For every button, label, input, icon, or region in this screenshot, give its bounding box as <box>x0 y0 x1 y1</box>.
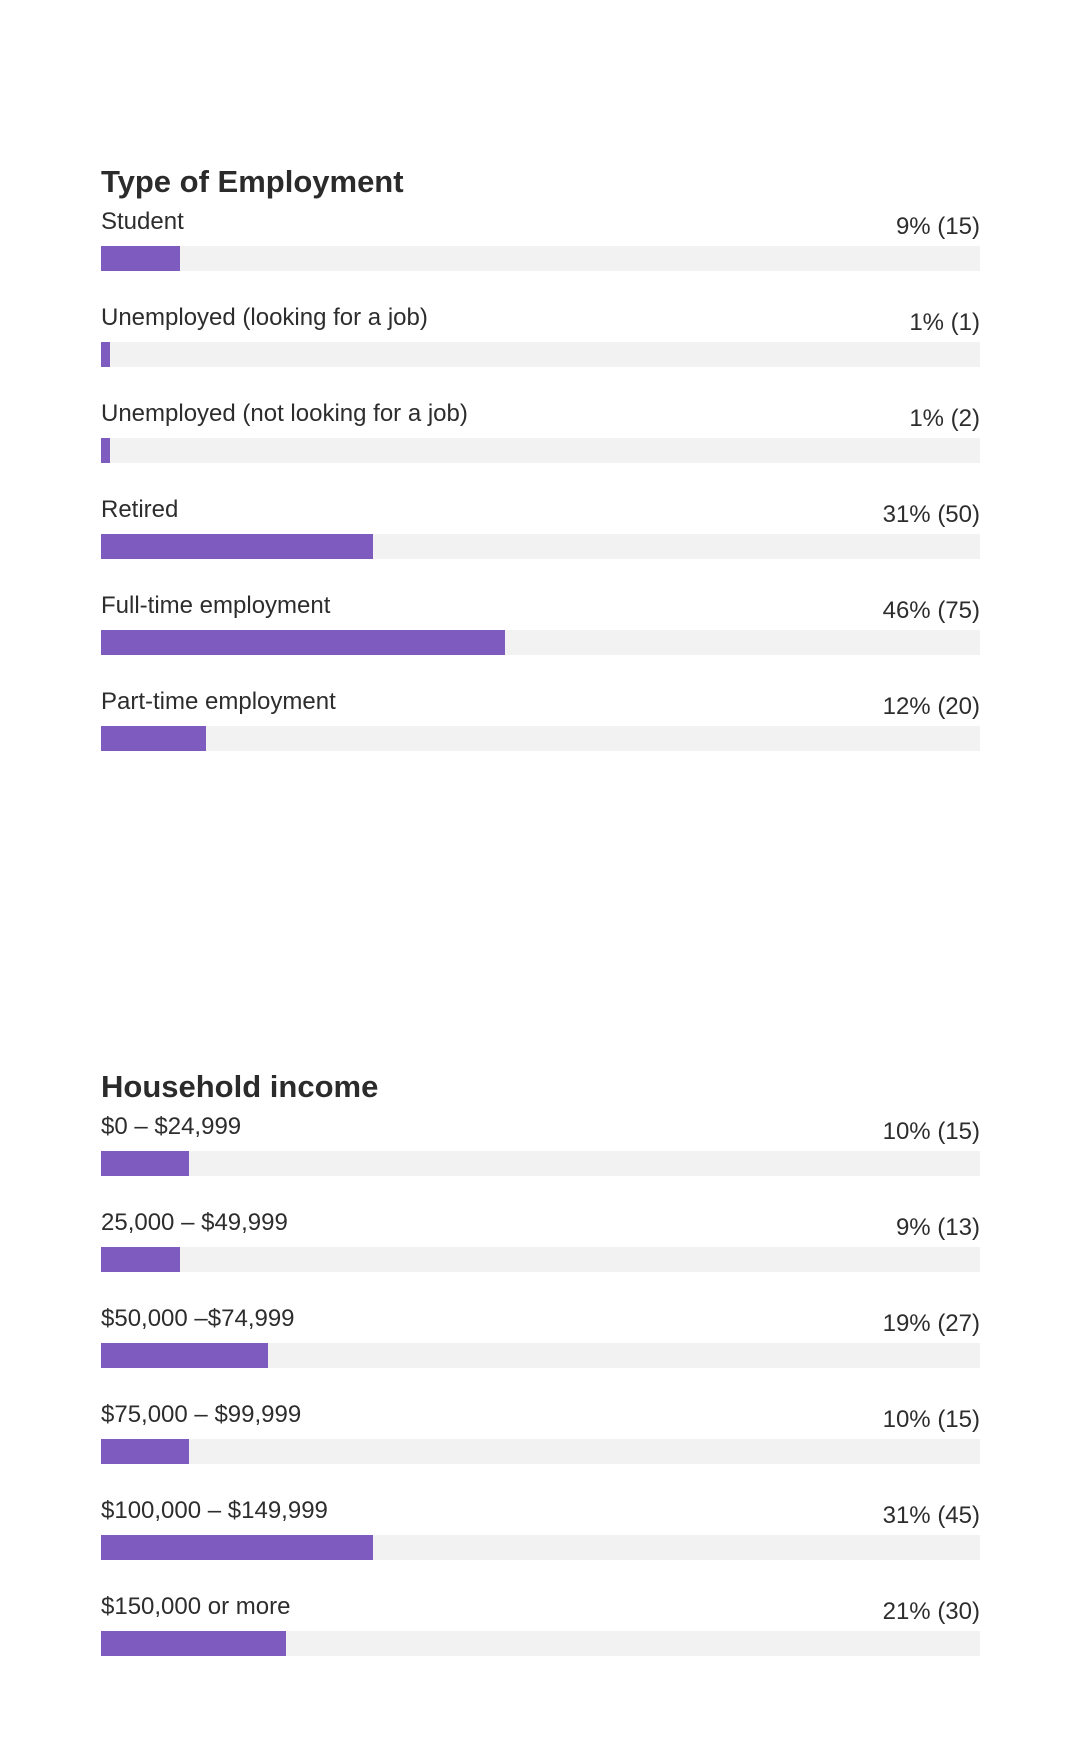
bar-track <box>101 246 980 271</box>
income-chart-title: Household income <box>101 1069 379 1104</box>
value-label: 19% (27) <box>882 1310 980 1337</box>
category-label: Unemployed (not looking for a job) <box>101 400 468 427</box>
bar <box>101 438 110 463</box>
bar-track <box>101 1631 980 1656</box>
bar <box>101 1343 268 1368</box>
employment-row: Unemployed (looking for a job) 1% (1) <box>101 302 980 398</box>
bar <box>101 534 373 559</box>
value-label: 12% (20) <box>882 693 980 720</box>
income-row: $150,000 or more 21% (30) <box>101 1591 980 1687</box>
category-label: Full-time employment <box>101 592 331 619</box>
value-label: 46% (75) <box>882 597 980 624</box>
bar <box>101 630 505 655</box>
bar <box>101 1151 189 1176</box>
bar-track <box>101 1535 980 1560</box>
value-label: 21% (30) <box>882 1598 980 1625</box>
category-label: $75,000 – $99,999 <box>101 1401 302 1428</box>
bar <box>101 342 110 367</box>
employment-row: Unemployed (not looking for a job) 1% (2) <box>101 398 980 494</box>
bar <box>101 1535 373 1560</box>
bar <box>101 1439 189 1464</box>
employment-row: Full-time employment 46% (75) <box>101 590 980 686</box>
income-row: $0 – $24,999 10% (15) <box>101 1111 980 1207</box>
category-label: $150,000 or more <box>101 1593 291 1620</box>
category-label: $50,000 –$74,999 <box>101 1305 295 1332</box>
bar <box>101 726 206 751</box>
employment-row: Student 9% (15) <box>101 206 980 302</box>
value-label: 9% (13) <box>895 1214 980 1241</box>
employment-chart-title: Type of Employment <box>101 164 404 199</box>
value-label: 31% (50) <box>882 501 980 528</box>
category-label: $0 – $24,999 <box>101 1113 242 1140</box>
category-label: Student <box>101 208 184 235</box>
income-row: $50,000 –$74,999 19% (27) <box>101 1303 980 1399</box>
category-label: Unemployed (looking for a job) <box>101 304 428 331</box>
income-row: 25,000 – $49,999 9% (13) <box>101 1207 980 1303</box>
employment-rows: Student 9% (15) Unemployed (looking for a … <box>101 206 980 782</box>
income-row: $100,000 – $149,999 31% (45) <box>101 1495 980 1591</box>
employment-chart: Type of Employment Student 9% (15) Unemplo… <box>101 158 980 782</box>
category-label: 25,000 – $49,999 <box>101 1209 288 1236</box>
bar-track <box>101 1343 980 1368</box>
income-row: $75,000 – $99,999 10% (15) <box>101 1399 980 1495</box>
bar-track <box>101 1439 980 1464</box>
value-label: 10% (15) <box>882 1118 980 1145</box>
value-label: 1% (2) <box>909 405 980 432</box>
bar-track <box>101 630 980 655</box>
category-label: Retired <box>101 496 179 523</box>
bar-track <box>101 534 980 559</box>
value-label: 1% (1) <box>909 309 980 336</box>
employment-row: Part-time employment 12% (20) <box>101 686 980 782</box>
bar <box>101 246 180 271</box>
income-rows: $0 – $24,999 10% (15) 25,000 – $49,999 9% (… <box>101 1111 980 1687</box>
category-label: Part-time employment <box>101 688 336 715</box>
value-label: 10% (15) <box>882 1406 980 1433</box>
category-label: $100,000 – $149,999 <box>101 1497 328 1524</box>
bar <box>101 1247 180 1272</box>
bar-track <box>101 1151 980 1176</box>
income-chart: Household income $0 – $24,999 10% (15) 25,… <box>101 1063 980 1687</box>
bar-track <box>101 726 980 751</box>
bar <box>101 1631 286 1656</box>
employment-row: Retired 31% (50) <box>101 494 980 590</box>
value-label: 31% (45) <box>882 1502 980 1529</box>
bar-track <box>101 342 980 367</box>
bar-track <box>101 438 980 463</box>
bar-track <box>101 1247 980 1272</box>
value-label: 9% (15) <box>895 213 980 240</box>
